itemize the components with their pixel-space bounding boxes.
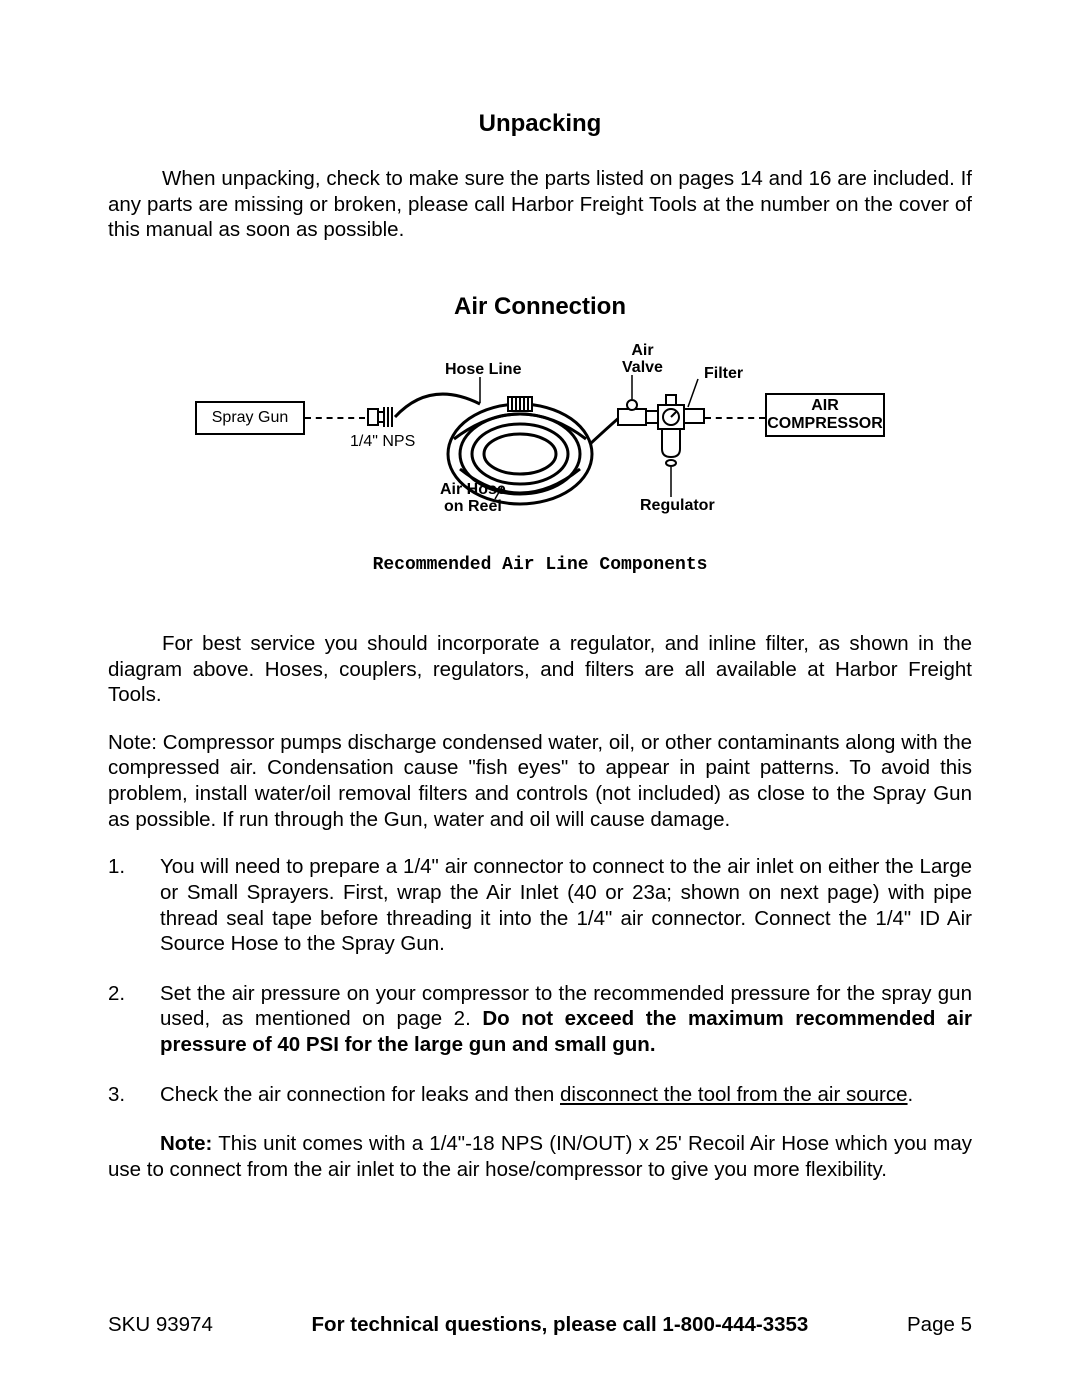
final-note: Note: This unit comes with a 1/4"-18 NPS… xyxy=(108,1131,972,1182)
item3-b: disconnect the tool from the air source xyxy=(560,1083,908,1106)
unpacking-paragraph: When unpacking, check to make sure the p… xyxy=(108,166,972,243)
air-hose-reel-label: Air Hose on Reel xyxy=(440,481,506,516)
compressor-note: Note: Compressor pumps discharge condens… xyxy=(108,730,972,833)
list-num-2: 2. xyxy=(108,981,160,1058)
diagram-svg xyxy=(220,349,860,549)
list-body-2: Set the air pressure on your compressor … xyxy=(160,981,972,1058)
air-valve-label: Air Valve xyxy=(622,343,663,377)
list-item-3: 3. Check the air connection for leaks an… xyxy=(108,1082,972,1108)
footer-page: Page 5 xyxy=(907,1313,972,1337)
item3-a: Check the air connection for leaks and t… xyxy=(160,1083,560,1106)
air-valve-b: Valve xyxy=(622,359,663,376)
heading-unpacking: Unpacking xyxy=(108,110,972,138)
nps-label: 1/4" NPS xyxy=(350,433,415,451)
air-hose-b: on Reel xyxy=(444,498,502,515)
list-body-3: Check the air connection for leaks and t… xyxy=(160,1082,972,1108)
final-note-label: Note: xyxy=(160,1132,212,1155)
item3-c: . xyxy=(908,1083,914,1106)
list-body-1: You will need to prepare a 1/4" air conn… xyxy=(160,854,972,957)
heading-air-connection: Air Connection xyxy=(108,293,972,321)
page-footer: SKU 93974 For technical questions, pleas… xyxy=(108,1313,972,1337)
instruction-list: 1. You will need to prepare a 1/4" air c… xyxy=(108,854,972,1107)
air-hose-a: Air Hose xyxy=(440,481,506,498)
diagram-caption: Recommended Air Line Components xyxy=(108,555,972,575)
air-conn-intro-text: For best service you should incorporate … xyxy=(108,632,972,706)
unpacking-text: When unpacking, check to make sure the p… xyxy=(108,167,972,241)
list-num-1: 1. xyxy=(108,854,160,957)
air-line-diagram: Spray Gun AIR COMPRESSOR xyxy=(220,349,860,549)
list-item-2: 2. Set the air pressure on your compress… xyxy=(108,981,972,1058)
list-num-3: 3. xyxy=(108,1082,160,1108)
final-note-body: This unit comes with a 1/4"-18 NPS (IN/O… xyxy=(108,1132,972,1181)
filter-label: Filter xyxy=(704,365,743,383)
air-conn-intro: For best service you should incorporate … xyxy=(108,631,972,708)
footer-sku: SKU 93974 xyxy=(108,1313,213,1337)
regulator-label: Regulator xyxy=(640,497,715,515)
hose-line-label: Hose Line xyxy=(445,361,521,379)
air-valve-a: Air xyxy=(631,342,653,359)
footer-center: For technical questions, please call 1-8… xyxy=(312,1313,809,1337)
list-item-1: 1. You will need to prepare a 1/4" air c… xyxy=(108,854,972,957)
